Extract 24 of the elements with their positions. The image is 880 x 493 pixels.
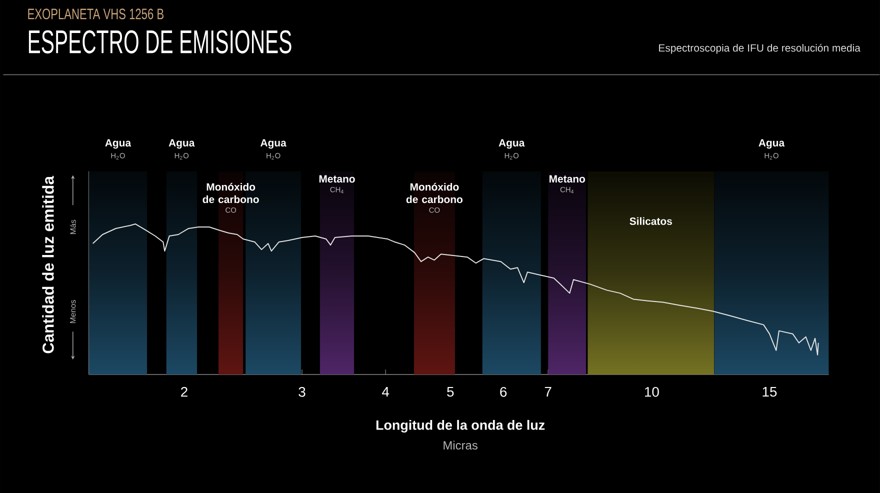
band-label: Metano (550, 175, 586, 183)
y-axis-title: Cantidad de luz emitida (42, 176, 54, 354)
band-label: Agua (498, 139, 525, 149)
x-tick-label: 15 (762, 386, 777, 397)
x-axis-title: Longitud de la onda de luz (376, 420, 545, 433)
band-label: Monóxido de carbono (406, 182, 463, 204)
x-tick-label: 10 (645, 386, 659, 397)
band-label: Metano (319, 175, 355, 183)
x-tick-label: 5 (447, 386, 454, 397)
x-tick-label: 6 (500, 386, 507, 397)
chart-title: ESPECTRO DE EMISIONES (28, 30, 292, 54)
chart-subtitle: EXOPLANETA VHS 1256 B (28, 8, 164, 20)
x-tick-label: 3 (298, 386, 306, 397)
band-label: Agua (758, 139, 785, 149)
band-label: Silicatos (630, 217, 672, 225)
x-tick-label: 7 (544, 386, 552, 397)
band-label: Agua (260, 139, 286, 149)
band-label: Agua (168, 139, 195, 149)
band-label: Monóxido de carbono (202, 182, 259, 204)
text: Espectroscopia de IFU de resolución media (659, 44, 860, 54)
band-label: Agua (105, 139, 132, 149)
x-tick-label: 4 (382, 386, 390, 397)
x-tick-label: 2 (181, 386, 188, 397)
text: Micras (444, 440, 478, 450)
